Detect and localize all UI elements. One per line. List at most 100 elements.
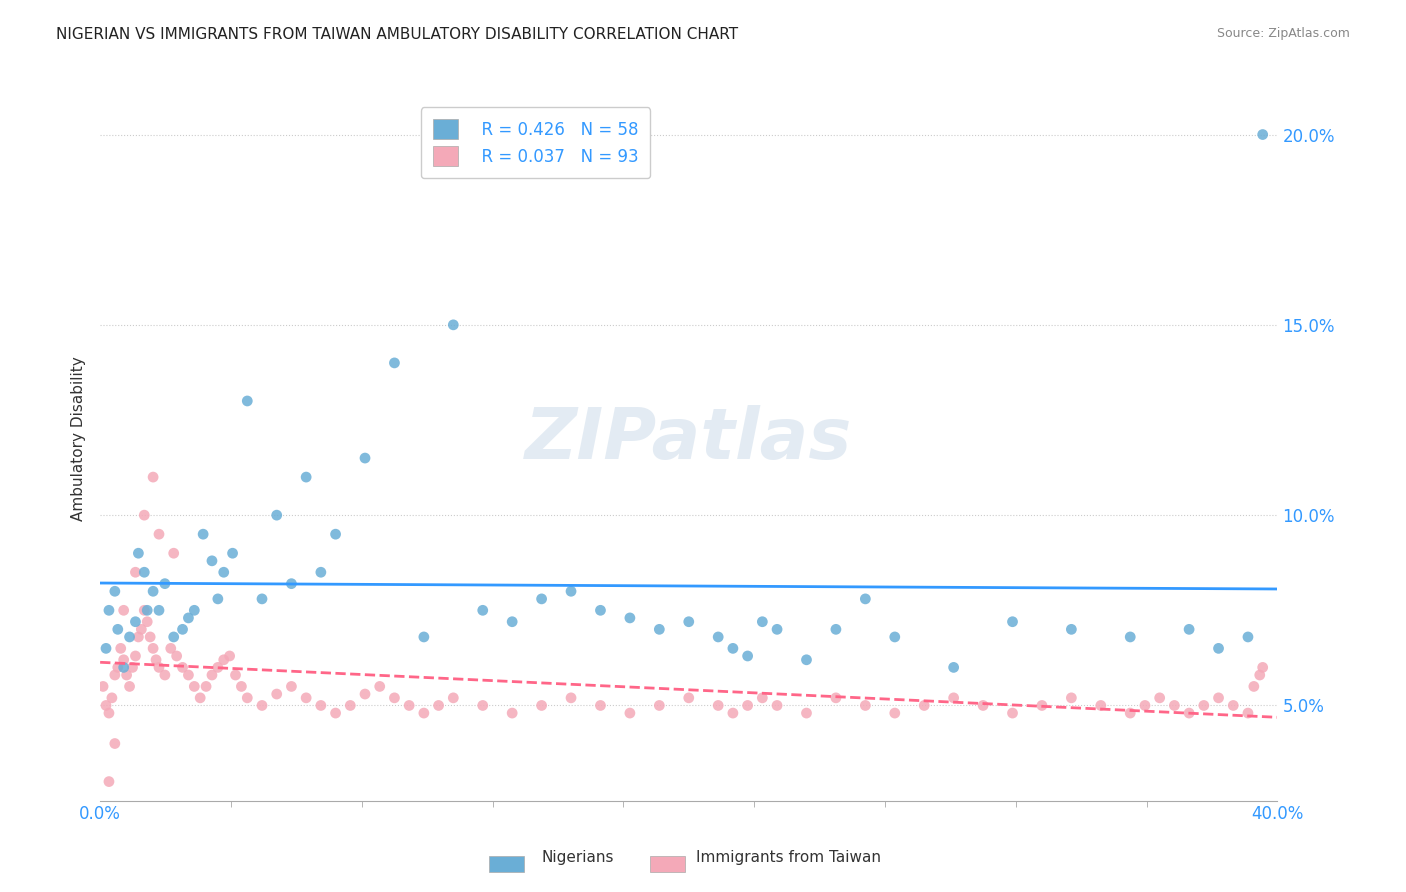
Point [166,648,188,663]
Point [172,623,194,637]
Point [766,698,789,713]
Point [1119,706,1142,720]
Point [441,318,464,332]
Point [427,698,450,713]
Point [295,690,318,705]
Point [183,680,205,694]
Point [183,603,205,617]
Text: NIGERIAN VS IMMIGRANTS FROM TAIWAN AMBULATORY DISABILITY CORRELATION CHART: NIGERIAN VS IMMIGRANTS FROM TAIWAN AMBUL… [56,27,738,42]
Point [751,615,773,629]
Point [280,680,302,694]
Point [1192,698,1215,713]
Point [325,527,347,541]
Point [134,566,156,580]
Legend:   R = 0.426   N = 58,   R = 0.037   N = 93: R = 0.426 N = 58, R = 0.037 N = 93 [420,107,651,178]
Point [1249,668,1271,682]
Point [619,706,641,720]
Point [148,660,170,674]
Point [560,690,582,705]
Point [707,630,730,644]
Point [325,706,347,720]
Point [972,698,994,713]
Point [1001,706,1024,720]
Point [501,615,523,629]
Point [118,680,141,694]
Point [412,630,434,644]
Point [678,690,700,705]
Point [201,668,224,682]
Point [309,698,332,713]
Point [751,690,773,705]
Point [471,698,494,713]
Point [412,706,434,720]
Point [266,687,288,701]
Point [721,706,744,720]
Point [398,698,420,713]
Point [530,698,553,713]
Point [142,584,165,599]
Point [942,690,965,705]
Point [124,566,146,580]
Point [648,698,671,713]
Point [1090,698,1112,713]
Point [124,615,146,629]
Point [212,653,235,667]
Point [721,641,744,656]
Point [212,566,235,580]
Point [207,660,229,674]
Point [501,706,523,720]
Point [796,653,818,667]
Point [97,706,120,720]
Point [221,546,243,560]
Point [1133,698,1156,713]
Point [384,356,406,370]
Point [530,591,553,606]
Point [136,603,159,617]
Point [678,615,700,629]
Point [339,698,361,713]
Point [207,591,229,606]
Point [309,566,332,580]
Point [177,611,200,625]
Point [118,630,141,644]
Point [91,680,114,694]
Point [112,603,135,617]
Point [354,687,377,701]
Point [853,698,876,713]
Point [142,641,165,656]
Point [1149,690,1171,705]
Point [471,603,494,617]
Point [250,698,273,713]
Point [112,660,135,674]
Point [441,690,464,705]
Point [191,527,214,541]
Point [589,698,612,713]
Point [134,603,156,617]
Point [110,641,132,656]
Point [101,690,124,705]
Point [136,615,159,629]
Point [142,470,165,484]
Point [266,508,288,523]
Point [131,623,153,637]
Point [195,680,218,694]
Point [153,576,176,591]
Point [1208,690,1230,705]
Point [153,668,176,682]
Point [825,623,848,637]
Point [127,630,149,644]
Point [121,660,143,674]
Point [1060,690,1083,705]
Point [1251,128,1274,142]
Point [94,698,117,713]
Point [134,508,156,523]
Point [250,591,273,606]
Point [1163,698,1185,713]
Point [145,653,167,667]
Point [236,394,259,409]
Point [104,584,127,599]
Point [177,668,200,682]
Point [1001,615,1024,629]
Point [1243,680,1265,694]
Point [280,576,302,591]
